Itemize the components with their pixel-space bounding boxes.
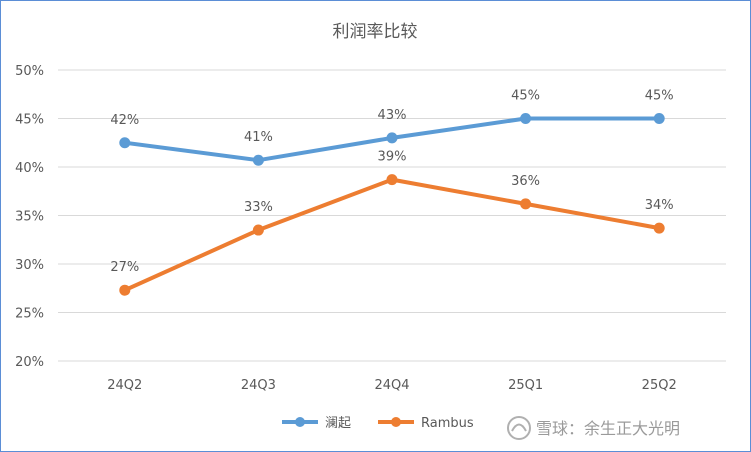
data-point <box>386 132 398 144</box>
y-tick-label: 45% <box>15 113 44 128</box>
data-label: 36% <box>511 174 540 189</box>
x-tick-label: 25Q1 <box>508 378 543 393</box>
y-tick-label: 35% <box>15 210 44 225</box>
x-tick-label: 24Q2 <box>107 378 142 393</box>
legend-label: 澜起 <box>325 416 351 431</box>
x-tick-label: 24Q3 <box>241 378 276 393</box>
y-tick-label: 30% <box>15 258 44 273</box>
y-tick-label: 25% <box>15 307 44 322</box>
y-tick-label: 20% <box>15 355 44 370</box>
data-label: 41% <box>244 130 273 145</box>
data-point <box>386 174 398 186</box>
data-point <box>252 224 264 236</box>
legend: 澜起 Rambus <box>282 416 474 431</box>
data-label: 34% <box>645 198 674 213</box>
data-point <box>252 154 264 166</box>
legend-marker <box>391 417 401 427</box>
data-label: 45% <box>511 89 540 104</box>
data-label: 27% <box>110 260 139 275</box>
y-tick-label: 40% <box>15 161 44 176</box>
data-point <box>119 137 131 149</box>
y-axis: 20% 25% 30% 35% 40% 45% 50% <box>15 64 44 370</box>
x-tick-label: 24Q4 <box>374 378 409 393</box>
x-tick-label: 25Q2 <box>642 378 677 393</box>
data-point <box>119 284 131 296</box>
x-axis: 24Q2 24Q3 24Q4 25Q1 25Q2 <box>107 378 676 393</box>
series-line <box>122 177 662 293</box>
chart-title: 利润率比较 <box>333 22 418 42</box>
data-label: 43% <box>378 108 407 123</box>
snowball-logo-icon <box>507 416 531 440</box>
data-point <box>653 113 665 124</box>
data-label: 42% <box>110 113 139 128</box>
legend-marker <box>295 417 305 427</box>
watermark-text: 雪球：余生正大光明 <box>536 419 680 438</box>
y-tick-label: 50% <box>15 64 44 79</box>
data-point <box>520 198 532 210</box>
data-label: 33% <box>244 200 273 215</box>
data-point <box>520 113 532 124</box>
watermark: 雪球：余生正大光明 <box>507 416 680 440</box>
data-label: 45% <box>645 89 674 104</box>
series-layer: 42% 41% 43% 45% 45% 27% 33% 39% 36% 34% <box>110 89 674 296</box>
data-point <box>653 222 665 234</box>
legend-label: Rambus <box>421 416 474 431</box>
data-label: 39% <box>378 150 407 165</box>
